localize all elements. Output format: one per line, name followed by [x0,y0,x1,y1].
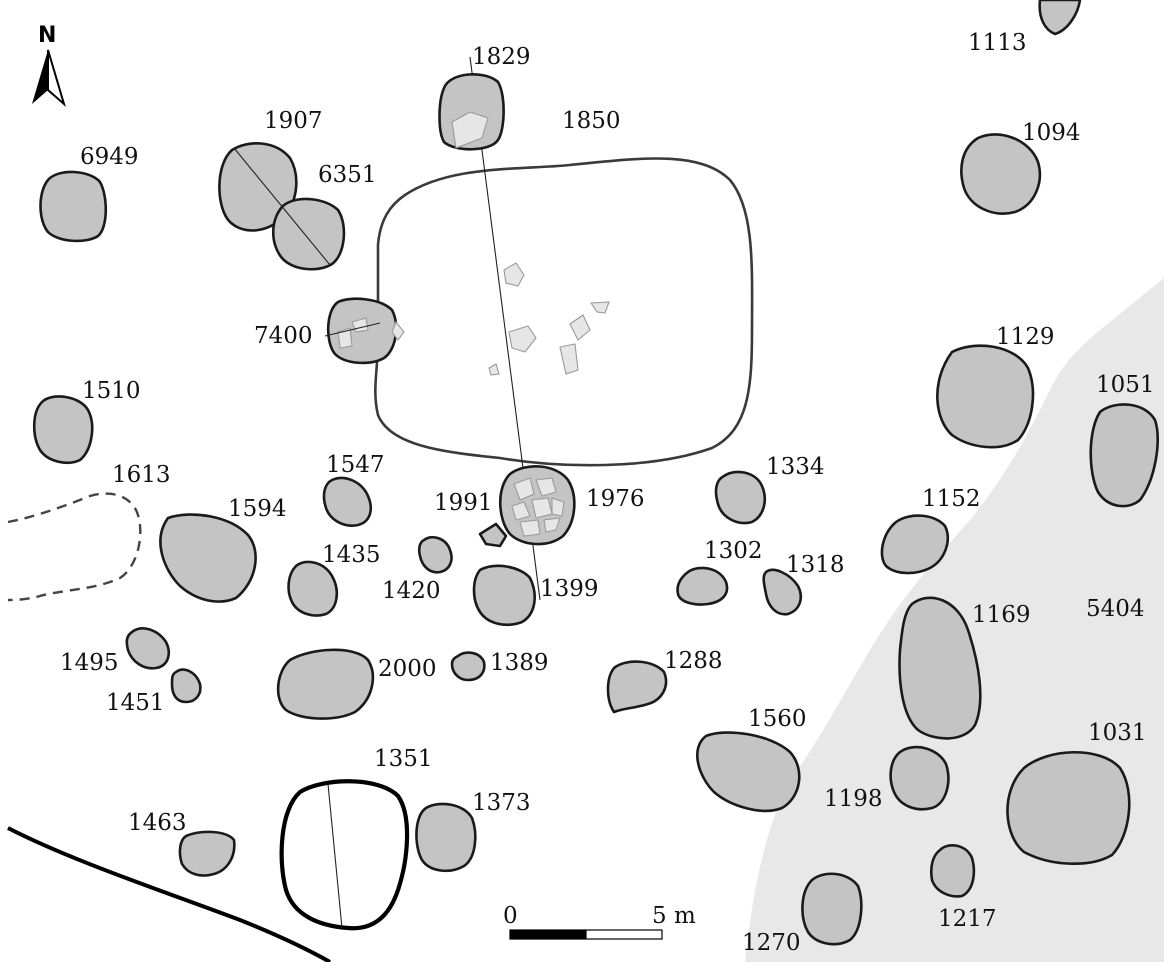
label-1594: 1594 [228,496,287,522]
label-1560: 1560 [748,706,807,732]
label-6351: 6351 [318,162,377,188]
feature-1594 [159,513,257,603]
feature-1976 [498,464,576,546]
feature-1270 [801,872,863,946]
label-1270: 1270 [742,930,801,956]
feature-1051 [1089,403,1159,508]
label-1031: 1031 [1088,720,1147,746]
label-1613: 1613 [112,462,171,488]
label-1389: 1389 [490,650,549,676]
feature-1560 [696,731,801,813]
feature-1351 [279,779,410,931]
label-1495: 1495 [60,650,119,676]
label-1113: 1113 [968,30,1027,56]
feature-1399 [472,564,536,626]
label-1829: 1829 [472,44,531,70]
feature-1094 [960,133,1042,215]
feature-1991 [478,522,508,548]
label-1399: 1399 [540,576,599,602]
stone-fragments-1850 [488,262,610,376]
feature-1420 [417,536,453,574]
north-label: N [38,23,56,48]
feature-1031 [1006,751,1131,865]
feature-labels: 1113 1829 1850 1907 6351 6949 1094 7400 … [60,30,1155,956]
scale-bar: 0 5 m [503,903,696,940]
feature-1829 [438,72,505,151]
label-1051: 1051 [1096,372,1155,398]
feature-1217 [929,844,976,898]
label-1850: 1850 [562,108,621,134]
label-1288: 1288 [664,648,723,674]
feature-1435 [287,560,339,617]
feature-1850-outline [374,157,754,467]
scale-bar-start-label: 0 [503,903,518,929]
label-1198: 1198 [824,786,883,812]
feature-1613-outline [7,492,142,602]
label-1152: 1152 [922,486,981,512]
feature-1547 [322,476,372,527]
feature-7400 [324,297,405,365]
label-1420: 1420 [382,578,441,604]
label-1094: 1094 [1022,120,1081,146]
label-5404: 5404 [1086,596,1145,622]
feature-1288 [606,660,668,714]
label-1510: 1510 [82,378,141,404]
feature-1495 [125,627,170,670]
feature-1169 [898,596,982,740]
label-1169: 1169 [972,602,1031,628]
section-line-1907 [233,147,331,266]
feature-1198 [889,745,950,811]
feature-6949 [39,170,108,243]
label-1351: 1351 [374,746,433,772]
boundary-line [7,826,331,962]
feature-1451 [170,668,202,704]
label-1373: 1373 [472,790,531,816]
feature-1152 [880,514,950,575]
label-1129: 1129 [996,324,1055,350]
feature-1373 [415,802,477,873]
label-1907: 1907 [264,108,323,134]
feature-1113 [1038,0,1082,36]
label-1334: 1334 [766,454,825,480]
feature-1302 [676,566,729,606]
label-2000: 2000 [378,656,437,682]
label-6949: 6949 [80,144,139,170]
label-7400: 7400 [254,323,313,349]
label-1991: 1991 [434,490,493,516]
label-1976: 1976 [586,486,645,512]
feature-1129 [936,344,1035,449]
label-1547: 1547 [326,452,385,478]
feature-1334 [714,470,766,525]
feature-1318 [762,568,802,616]
label-1217: 1217 [938,906,997,932]
scale-bar-end-label: 5 m [652,903,696,929]
label-1463: 1463 [128,810,187,836]
label-1451: 1451 [106,690,165,716]
north-arrow-icon: N [32,23,66,108]
feature-1510 [32,395,94,464]
feature-1463 [178,830,236,877]
label-1302: 1302 [704,538,763,564]
feature-2000 [276,648,375,720]
feature-1389 [450,651,486,682]
label-1435: 1435 [322,542,381,568]
label-1318: 1318 [786,552,845,578]
